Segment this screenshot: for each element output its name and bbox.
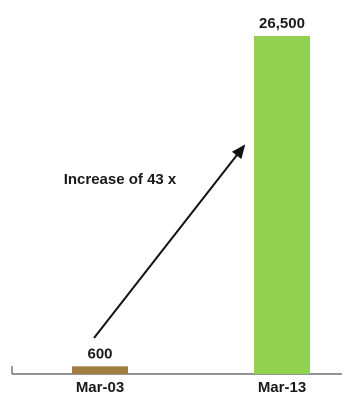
annotation-label: Increase of 43 x <box>64 171 177 188</box>
bar-value-label: 600 <box>87 345 112 362</box>
bar-value-label: 26,500 <box>259 15 305 32</box>
x-tick-label: Mar-13 <box>258 379 306 396</box>
increase-arrow <box>93 144 246 339</box>
bar-mar-13 <box>254 36 310 374</box>
bars-group: 600 Mar-03 26,500 Mar-13 <box>72 15 310 396</box>
bar-mar-03 <box>72 366 128 374</box>
x-tick-label: Mar-03 <box>76 379 124 396</box>
